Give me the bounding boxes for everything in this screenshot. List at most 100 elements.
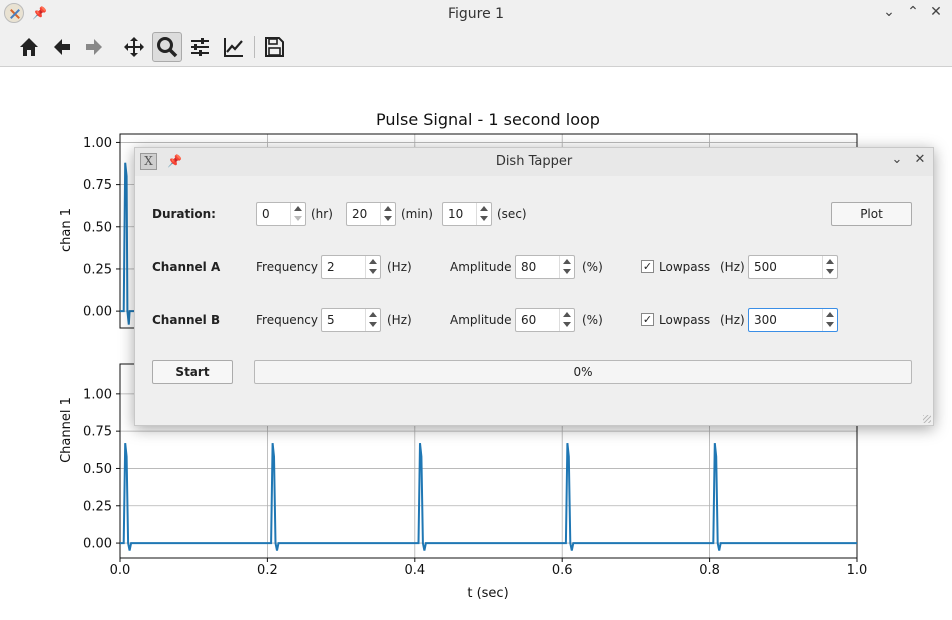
home-icon: [20, 38, 38, 56]
x-tick-label: 0.8: [699, 563, 720, 578]
y-tick-label: 0.00: [83, 305, 112, 320]
move-icon: [124, 37, 144, 57]
spin-down-icon[interactable]: [826, 269, 834, 274]
hours-value: 0: [262, 207, 270, 221]
figure-title: Pulse Signal - 1 second loop: [376, 110, 600, 129]
close-button[interactable]: ✕: [930, 4, 942, 20]
x-tick-label: 1.0: [847, 563, 868, 578]
arrow-left-icon: [54, 39, 70, 55]
spin-down-icon[interactable]: [826, 322, 834, 327]
channel-a-frequency-value: 2: [327, 260, 335, 274]
spin-up-icon[interactable]: [826, 259, 834, 264]
spin-up-icon[interactable]: [384, 206, 392, 211]
y-tick-label: 0.00: [83, 537, 112, 552]
minimize-button[interactable]: ⌄: [883, 4, 895, 20]
app-icon: [4, 3, 24, 23]
dialog-app-icon: X: [140, 153, 157, 170]
bottom-series-line: [120, 442, 857, 551]
channel-a-lowpass-label: Lowpass: [659, 260, 711, 274]
channel-b-lowpass-label: Lowpass: [659, 313, 711, 327]
channel-a-label: Channel A: [152, 260, 221, 274]
start-button[interactable]: Start: [152, 360, 233, 384]
spin-up-icon[interactable]: [480, 206, 488, 211]
home-button[interactable]: [14, 32, 44, 62]
xlabel: t (sec): [467, 586, 508, 601]
channel-b-amplitude-value: 60: [521, 313, 537, 327]
hours-spinbox[interactable]: 0: [256, 202, 306, 226]
dish-tapper-dialog: X 📌 Dish Tapper ⌄ ✕ Duration: 0 (hr) 20 …: [134, 147, 934, 426]
channel-b-frequency-label: Frequency: [256, 313, 318, 327]
magnifier-icon: [157, 37, 178, 58]
y-tick-label: 0.25: [83, 499, 112, 514]
zoom-button[interactable]: [152, 32, 182, 62]
spin-down-icon[interactable]: [369, 322, 377, 327]
toolbar-separator: [254, 36, 255, 58]
channel-b-frequency-value: 5: [327, 313, 335, 327]
chart-line-icon: [224, 38, 243, 57]
window-title: Figure 1: [447, 6, 505, 22]
x-tick-label: 0.2: [257, 563, 278, 578]
spin-up-icon[interactable]: [563, 259, 571, 264]
pin-icon[interactable]: 📌: [32, 6, 47, 20]
back-button[interactable]: [47, 32, 77, 62]
spin-up-icon[interactable]: [369, 312, 377, 317]
save-button[interactable]: [259, 32, 289, 62]
maximize-button[interactable]: ⌃: [907, 4, 919, 20]
progress-text: 0%: [573, 365, 593, 379]
seconds-unit: (sec): [497, 207, 527, 221]
dialog-minimize-button[interactable]: ⌄: [891, 152, 903, 167]
channel-a-lowpass-checkbox[interactable]: ✓: [641, 260, 654, 273]
configure-subplots-button[interactable]: [185, 32, 215, 62]
resize-grip-icon[interactable]: [923, 415, 931, 423]
channel-a-lowpass-spinbox[interactable]: 500: [748, 255, 838, 279]
top-series-line: [120, 162, 194, 325]
spin-down-icon[interactable]: [563, 269, 571, 274]
sliders-icon: [191, 38, 209, 56]
channel-b-lowpass-checkbox[interactable]: ✓: [641, 313, 654, 326]
channel-a-amplitude-label: Amplitude: [450, 260, 512, 274]
top-ylabel: chan 1: [59, 208, 74, 252]
channel-b-lowpass-value: 300: [754, 313, 777, 327]
toolbar: [0, 28, 952, 67]
y-tick-label: 0.25: [83, 262, 112, 277]
forward-button[interactable]: [79, 32, 109, 62]
floppy-disk-icon: [265, 37, 284, 57]
y-tick-label: 0.50: [83, 220, 112, 235]
y-tick-label: 0.75: [83, 425, 112, 440]
channel-a-frequency-spinbox[interactable]: 2: [321, 255, 381, 279]
pan-button[interactable]: [119, 32, 149, 62]
edit-axes-button[interactable]: [219, 32, 249, 62]
spin-down-icon[interactable]: [563, 322, 571, 327]
minutes-value: 20: [352, 207, 368, 221]
y-tick-label: 0.75: [83, 178, 112, 193]
duration-label: Duration:: [152, 207, 216, 221]
channel-b-lowpass-spinbox[interactable]: 300: [748, 308, 838, 332]
channel-b-amplitude-spinbox[interactable]: 60: [515, 308, 575, 332]
arrow-right-icon: [86, 39, 102, 55]
dialog-close-button[interactable]: ✕: [914, 152, 926, 167]
y-tick-label: 0.50: [83, 462, 112, 477]
minutes-spinbox[interactable]: 20: [346, 202, 396, 226]
spin-down-icon[interactable]: [294, 216, 302, 221]
channel-a-frequency-unit: (Hz): [387, 260, 412, 274]
dialog-pin-icon[interactable]: 📌: [167, 154, 182, 168]
seconds-spinbox[interactable]: 10: [442, 202, 492, 226]
spin-up-icon[interactable]: [294, 206, 302, 211]
spin-up-icon[interactable]: [826, 312, 834, 317]
channel-a-amplitude-unit: (%): [582, 260, 603, 274]
channel-b-lowpass-unit: (Hz): [720, 313, 745, 327]
spin-up-icon[interactable]: [369, 259, 377, 264]
minutes-unit: (min): [401, 207, 433, 221]
x-tick-label: 0.0: [110, 563, 131, 578]
spin-down-icon[interactable]: [369, 269, 377, 274]
channel-a-amplitude-spinbox[interactable]: 80: [515, 255, 575, 279]
plot-button[interactable]: Plot: [831, 202, 912, 226]
spin-down-icon[interactable]: [384, 216, 392, 221]
hours-unit: (hr): [311, 207, 333, 221]
channel-b-label: Channel B: [152, 313, 221, 327]
channel-b-amplitude-label: Amplitude: [450, 313, 512, 327]
channel-a-amplitude-value: 80: [521, 260, 537, 274]
spin-down-icon[interactable]: [480, 216, 488, 221]
spin-up-icon[interactable]: [563, 312, 571, 317]
channel-b-frequency-spinbox[interactable]: 5: [321, 308, 381, 332]
